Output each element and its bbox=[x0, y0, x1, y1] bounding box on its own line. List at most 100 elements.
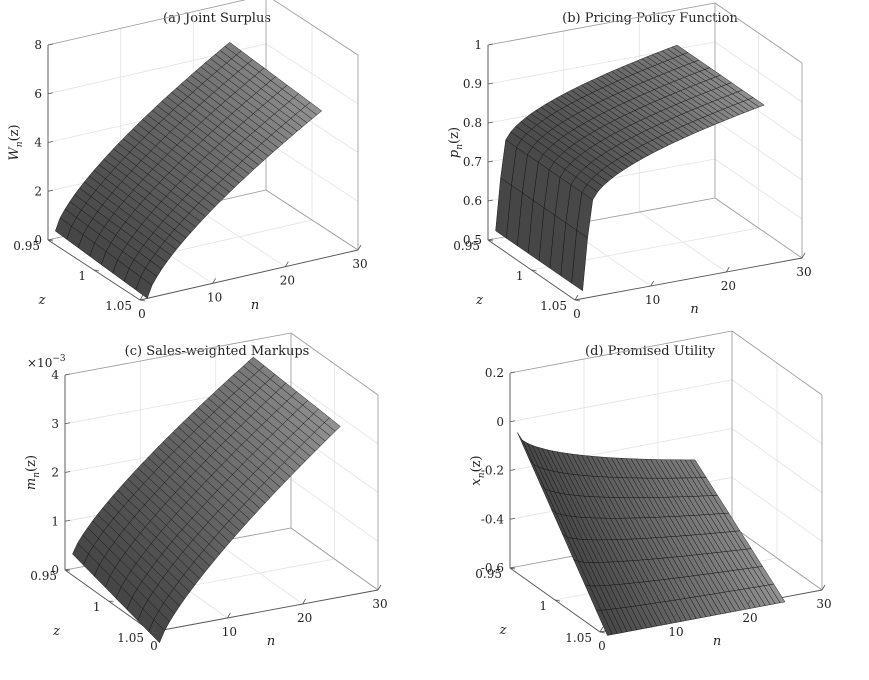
value-tick-label: 6 bbox=[34, 87, 42, 101]
value-tick bbox=[47, 141, 54, 143]
box-edge bbox=[714, 2, 803, 64]
value-tick-label: 3 bbox=[51, 417, 59, 431]
value-axis-label-argument: (z) bbox=[7, 124, 22, 141]
value-tick-label: 0 bbox=[51, 563, 59, 577]
n-tick bbox=[151, 626, 156, 633]
value-axis-label-subscript: n bbox=[32, 472, 42, 478]
n-tick-label: 30 bbox=[796, 265, 811, 279]
value-axis-label-argument: (z) bbox=[469, 455, 484, 472]
value-tick-label: 0.9 bbox=[463, 77, 482, 91]
z-axis-label: z bbox=[38, 293, 46, 308]
n-axis-label: n bbox=[267, 634, 275, 649]
z-tick bbox=[554, 599, 561, 602]
value-tick bbox=[64, 471, 71, 473]
n-tick-label: 0 bbox=[573, 307, 581, 321]
z-tick-label: 0.95 bbox=[453, 239, 480, 253]
tick-labels: 0 10 20 30 0.95 1 1.05 0 1 2 3 4 bbox=[30, 368, 387, 653]
z-gridline bbox=[47, 0, 359, 56]
n-tick bbox=[599, 626, 604, 633]
n-tick-label: 0 bbox=[598, 639, 606, 653]
z-tick-label: 1 bbox=[516, 269, 524, 283]
value-tick-label: 4 bbox=[51, 368, 59, 382]
z-tick-label: 0.95 bbox=[13, 239, 40, 253]
value-scale-exponent: −3 bbox=[52, 354, 66, 364]
tick-labels: 0 10 20 30 0.95 1 1.05 -0.6 -0.4 -0.2 0 0.2 bbox=[475, 366, 831, 653]
value-tick bbox=[509, 420, 516, 423]
surface bbox=[517, 432, 786, 636]
z-tick-label: 0.95 bbox=[475, 567, 502, 581]
z-tick bbox=[531, 269, 537, 272]
value-tick-label: 0.8 bbox=[463, 116, 482, 130]
n-tick-label: 30 bbox=[352, 257, 367, 271]
n-axis-label: n bbox=[251, 298, 259, 313]
z-tick-label: 1 bbox=[93, 600, 101, 614]
z-axis-label: z bbox=[475, 293, 483, 308]
n-tick bbox=[725, 266, 730, 273]
value-tick-label: 4 bbox=[34, 136, 42, 150]
panel-title: (b) Pricing Policy Function bbox=[562, 11, 738, 26]
n-tick bbox=[284, 261, 289, 267]
value-tick bbox=[487, 82, 494, 85]
tick-labels: 0 10 20 30 0.95 1 1.05 0 2 4 6 8 bbox=[13, 38, 367, 321]
n-tick bbox=[673, 612, 678, 619]
value-tick-label: 8 bbox=[34, 38, 42, 52]
z-tick-label: 1.05 bbox=[117, 631, 144, 645]
n-axis-line bbox=[151, 589, 379, 633]
n-tick-label: 0 bbox=[150, 639, 158, 653]
n-tick-label: 10 bbox=[222, 625, 237, 639]
value-axis-label-argument: (z) bbox=[447, 127, 462, 144]
z-axis-label: z bbox=[499, 623, 507, 638]
panel-title: (c) Sales-weighted Markups bbox=[125, 344, 310, 359]
value-scale-factor: ×10−3 bbox=[27, 354, 66, 370]
value-tick-label: 0.5 bbox=[463, 233, 482, 247]
value-tick-label: 1 bbox=[474, 38, 482, 52]
value-tick bbox=[64, 568, 71, 571]
surface-cell bbox=[135, 276, 153, 299]
surface-cell bbox=[595, 609, 613, 636]
z-tick-label: 1 bbox=[539, 599, 547, 613]
n-tick-label: 20 bbox=[280, 274, 295, 288]
n-tick bbox=[377, 584, 382, 591]
value-tick-label: 2 bbox=[34, 184, 42, 198]
box-edge bbox=[731, 525, 823, 591]
value-tick bbox=[64, 519, 71, 522]
value-tick bbox=[509, 517, 516, 520]
surface bbox=[495, 44, 765, 292]
n-tick bbox=[821, 584, 826, 591]
z-tick-label: 1.05 bbox=[105, 299, 132, 313]
n-tick bbox=[212, 278, 217, 284]
box-edge bbox=[509, 330, 733, 374]
value-tick-label: 0.7 bbox=[463, 155, 482, 169]
surface-cell bbox=[148, 619, 165, 644]
n-tick-label: 30 bbox=[372, 597, 387, 611]
value-axis-label: pn(z) bbox=[447, 127, 465, 158]
n-tick bbox=[574, 294, 579, 301]
value-tick-label: 0 bbox=[34, 233, 42, 247]
z-tick bbox=[139, 299, 146, 302]
z-gridline bbox=[509, 379, 823, 445]
value-tick-label: 0.2 bbox=[485, 366, 504, 380]
z-tick-label: 1.05 bbox=[565, 631, 592, 645]
n-axis-line bbox=[574, 257, 803, 301]
value-tick bbox=[487, 43, 494, 46]
surface bbox=[55, 42, 323, 299]
value-tick-label: 2 bbox=[51, 466, 59, 480]
box-edge bbox=[290, 527, 379, 591]
z-tick bbox=[599, 631, 606, 634]
n-tick-label: 30 bbox=[816, 597, 831, 611]
value-tick-label: -0.2 bbox=[481, 464, 504, 478]
n-tick bbox=[226, 612, 231, 619]
n-tick-label: 20 bbox=[297, 611, 312, 625]
z-tick bbox=[151, 631, 158, 634]
value-tick bbox=[64, 422, 71, 425]
panel-sales-weighted-markups: (c) Sales-weighted Markups01020300.9511.… bbox=[24, 332, 388, 653]
box-edge bbox=[265, 189, 359, 251]
value-axis-label: Wn(z) bbox=[7, 124, 25, 160]
z-tick-label: 0.95 bbox=[30, 569, 57, 583]
value-tick-label: 0 bbox=[496, 415, 504, 429]
z-tick bbox=[93, 269, 100, 272]
panel-promised-utility: (d) Promised Utility 0 10 20 30 0.95 1 1.05 -0.6… bbox=[469, 330, 832, 653]
surface-cell bbox=[571, 229, 588, 292]
n-tick-label: 20 bbox=[721, 279, 736, 293]
